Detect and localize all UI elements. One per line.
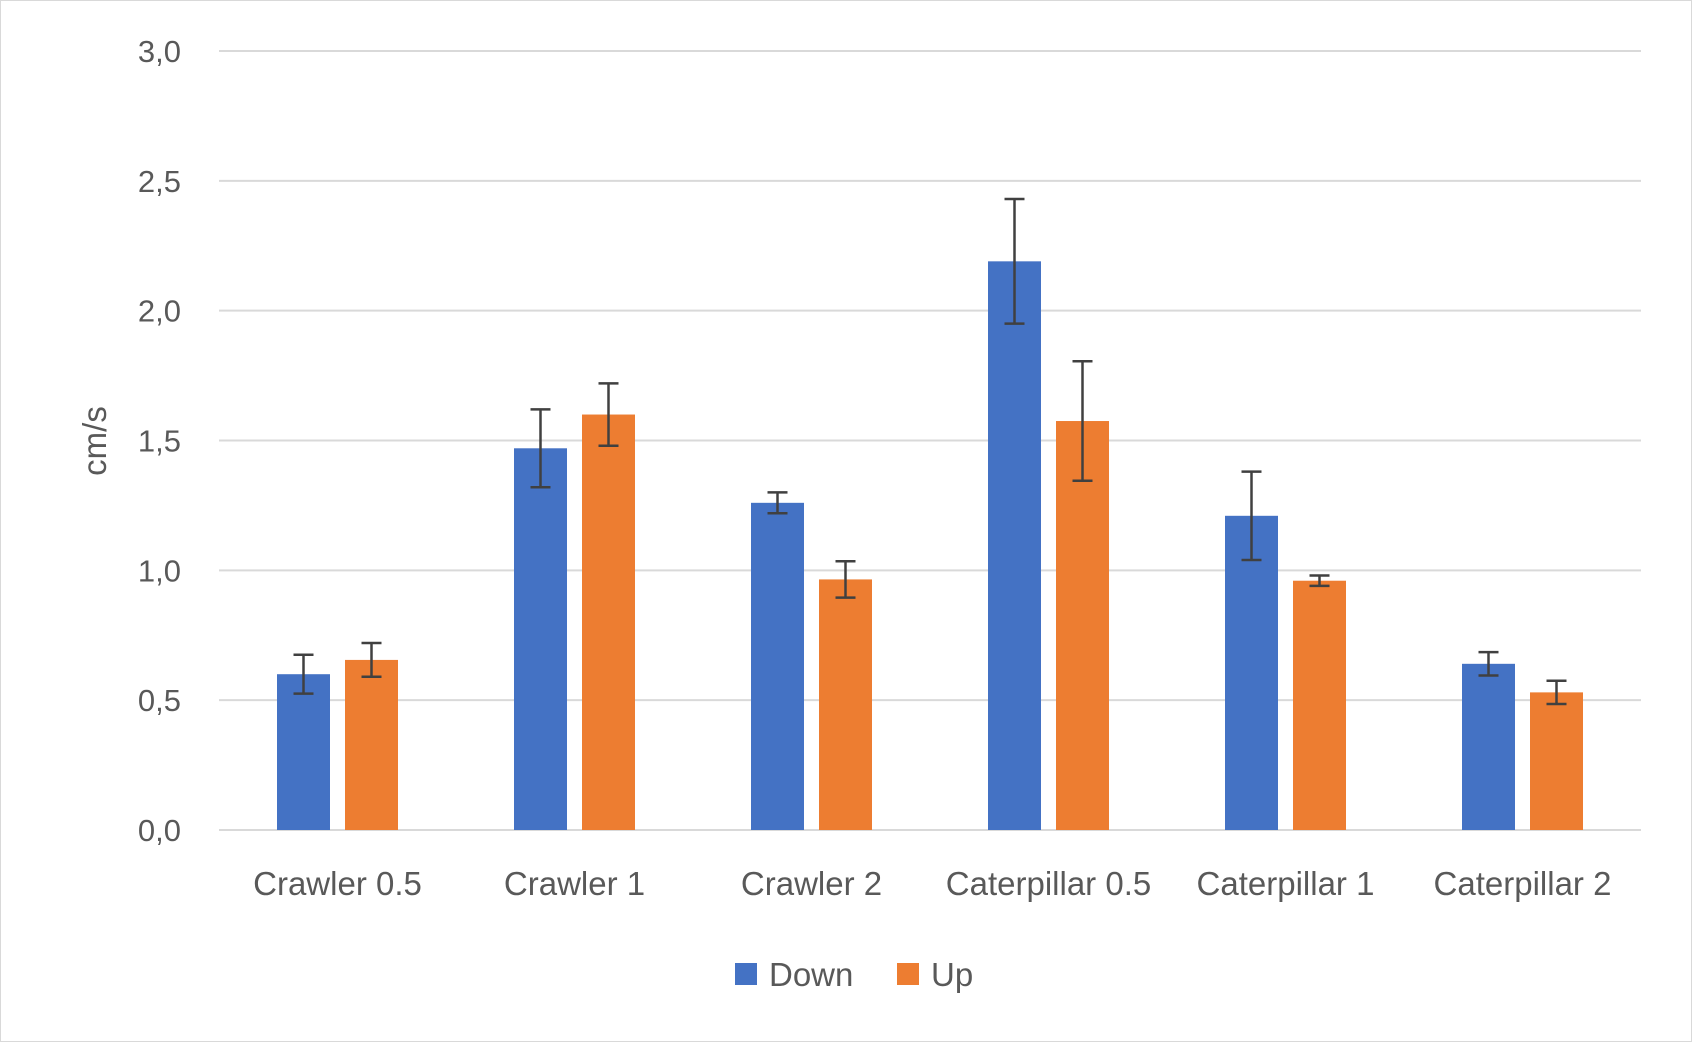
legend-swatch — [897, 963, 919, 985]
error-bar — [767, 491, 788, 515]
gridlines — [219, 50, 1641, 831]
bars — [277, 261, 1583, 831]
x-category-label: Crawler 0.5 — [253, 865, 422, 902]
x-category-label: Crawler 1 — [504, 865, 645, 902]
error-bar — [1004, 197, 1025, 325]
y-axis-ticks: 0,0 0,5 1,0 1,5 2,0 2,5 3,0 — [138, 34, 181, 848]
error-bar — [1546, 679, 1567, 706]
bar-up — [345, 659, 398, 830]
error-bars — [293, 197, 1567, 706]
x-axis-labels: Crawler 0.5 Crawler 1 Crawler 2 Caterpillar… — [253, 865, 1611, 902]
legend-item-down: Down — [735, 956, 853, 993]
error-bar — [1478, 650, 1499, 677]
error-bar — [835, 559, 856, 599]
legend-item-up: Up — [897, 956, 973, 993]
y-tick-label: 1,5 — [138, 424, 181, 459]
bar-down — [277, 674, 330, 830]
error-bar — [598, 382, 619, 447]
error-bar — [530, 408, 551, 489]
y-tick-label: 1,0 — [138, 553, 181, 588]
bar-up — [1056, 421, 1109, 830]
y-tick-label: 3,0 — [138, 34, 181, 69]
x-category-label: Caterpillar 2 — [1434, 865, 1612, 902]
legend: Down Up — [735, 956, 973, 993]
bar-down — [751, 502, 804, 830]
error-bar — [293, 653, 314, 695]
bar-up — [1293, 580, 1346, 830]
legend-label: Up — [931, 956, 973, 993]
bar-down — [514, 448, 567, 830]
bar-down — [988, 261, 1041, 831]
error-bar — [1241, 470, 1262, 562]
x-category-label: Caterpillar 0.5 — [946, 865, 1151, 902]
error-bar — [361, 641, 382, 679]
legend-label: Down — [769, 956, 853, 993]
y-tick-label: 0,5 — [138, 683, 181, 718]
x-category-label: Caterpillar 1 — [1197, 865, 1375, 902]
bar-up — [819, 579, 872, 830]
bar-up — [1530, 692, 1583, 830]
y-axis-title: cm/s — [76, 406, 113, 476]
y-tick-label: 2,0 — [138, 294, 181, 329]
legend-swatch — [735, 963, 757, 985]
bar-down — [1225, 515, 1278, 830]
bar-up — [582, 414, 635, 830]
error-bar — [1309, 574, 1330, 588]
bar-down — [1462, 663, 1515, 830]
y-tick-label: 2,5 — [138, 164, 181, 199]
y-tick-label: 0,0 — [138, 813, 181, 848]
error-bar — [1072, 360, 1093, 482]
x-category-label: Crawler 2 — [741, 865, 882, 902]
